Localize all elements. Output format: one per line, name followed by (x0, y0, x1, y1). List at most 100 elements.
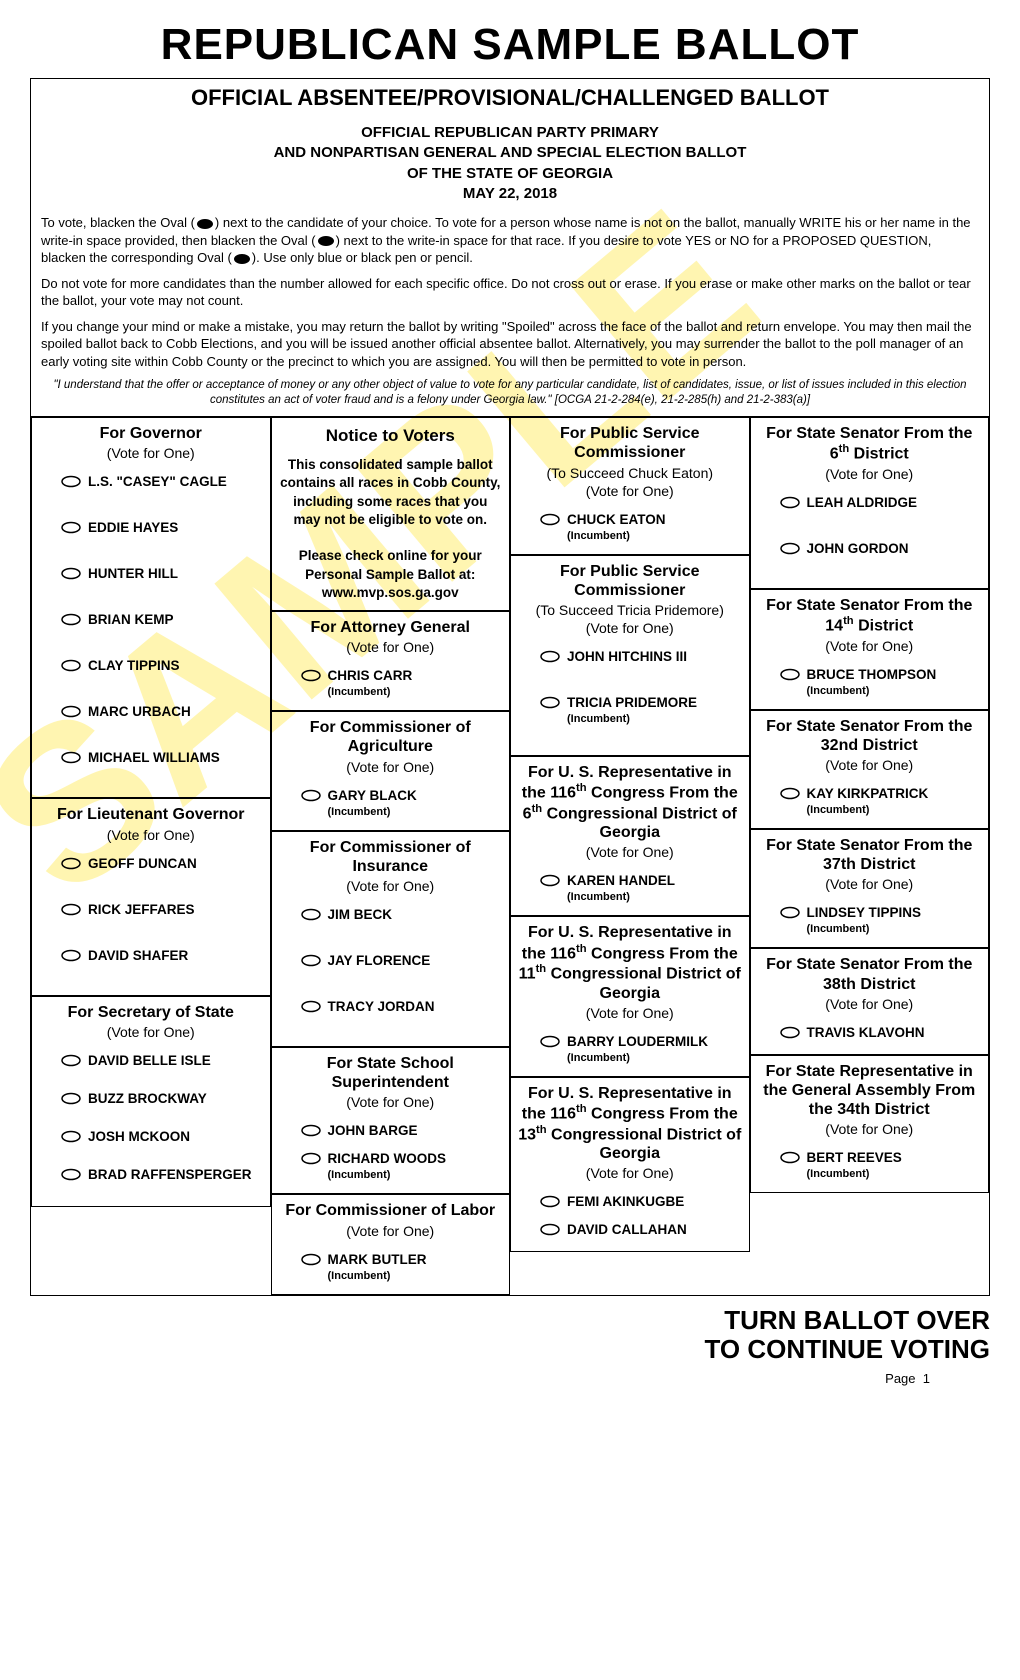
vote-oval-icon[interactable] (300, 1152, 322, 1165)
incumbent-label: (Incumbent) (328, 806, 417, 818)
race: For State Senator From the 6th District(… (750, 417, 990, 589)
candidate-text: JOHN HITCHINS III (567, 648, 687, 666)
race: For Lieutenant Governor(Vote for One)GEO… (31, 798, 271, 995)
candidate-text: CHRIS CARR(Incumbent) (328, 667, 413, 698)
vote-oval-icon[interactable] (60, 1168, 82, 1181)
candidate-row: KAY KIRKPATRICK(Incumbent) (757, 779, 983, 820)
race: For Governor(Vote for One)L.S. "CASEY" C… (31, 417, 271, 798)
candidate-text: GARY BLACK (Incumbent) (328, 787, 417, 818)
vote-oval-icon[interactable] (779, 668, 801, 681)
candidate-name: KAREN HANDEL (567, 873, 675, 888)
vote-oval-icon[interactable] (60, 705, 82, 718)
candidate-text: DAVID SHAFER (88, 947, 188, 965)
vote-oval-icon[interactable] (300, 908, 322, 921)
instructions-3: If you change your mind or make a mistak… (41, 318, 979, 371)
candidate-text: GEOFF DUNCAN (88, 855, 197, 873)
vote-oval-icon[interactable] (300, 1000, 322, 1013)
candidate-row: LINDSEY TIPPINS(Incumbent) (757, 898, 983, 939)
race: For Commissioner of Agriculture(Vote for… (271, 711, 511, 830)
main-title: REPUBLICAN SAMPLE BALLOT (30, 20, 990, 70)
vote-oval-icon[interactable] (779, 906, 801, 919)
candidate-name: GARY BLACK (328, 788, 417, 803)
incumbent-label: (Incumbent) (807, 923, 922, 935)
candidate-text: MARK BUTLER (Incumbent) (328, 1251, 427, 1282)
race: For State Senator From the 14th District… (750, 589, 990, 710)
vote-oval-icon[interactable] (779, 1026, 801, 1039)
race-title: For U. S. Representative in the 116th Co… (517, 763, 743, 842)
incumbent-label: (Incumbent) (328, 1270, 427, 1282)
vote-for-label: (Vote for One) (38, 445, 264, 461)
race: For State Senator From the 32nd District… (750, 710, 990, 829)
vote-oval-icon[interactable] (60, 1092, 82, 1105)
candidate-name: EDDIE HAYES (88, 520, 178, 535)
vote-oval-icon[interactable] (60, 521, 82, 534)
vote-oval-icon[interactable] (60, 903, 82, 916)
candidate-row: BARRY LOUDERMILK(Incumbent) (517, 1027, 743, 1068)
candidate-text: MICHAEL WILLIAMS (88, 749, 220, 767)
candidate-text: DAVID BELLE ISLE (88, 1052, 211, 1070)
race-subtitle: (To Succeed Tricia Pridemore) (517, 602, 743, 618)
candidate-row: CLAY TIPPINS (38, 651, 264, 697)
vote-oval-icon[interactable] (779, 542, 801, 555)
candidate-text: JAY FLORENCE (328, 952, 431, 970)
notice-body: This consolidated sample ballot contains… (280, 456, 502, 602)
candidate-name: MARK BUTLER (328, 1252, 427, 1267)
vote-oval-icon[interactable] (539, 513, 561, 526)
candidate-name: HUNTER HILL (88, 566, 178, 581)
vote-oval-icon[interactable] (60, 1054, 82, 1067)
race: For Public Service Commissioner(To Succe… (510, 417, 750, 554)
vote-oval-icon[interactable] (779, 1151, 801, 1164)
candidate-name: CHRIS CARR (328, 668, 413, 683)
candidate-text: BUZZ BROCKWAY (88, 1090, 207, 1108)
vote-oval-icon[interactable] (539, 874, 561, 887)
candidate-name: JOHN BARGE (328, 1123, 418, 1138)
race: For Commissioner of Insurance(Vote for O… (271, 831, 511, 1047)
vote-oval-icon[interactable] (60, 751, 82, 764)
candidate-row: MICHAEL WILLIAMS (38, 743, 264, 789)
candidate-text: BARRY LOUDERMILK(Incumbent) (567, 1033, 708, 1064)
candidate-row: JOHN BARGE (278, 1116, 504, 1144)
candidate-row: GARY BLACK (Incumbent) (278, 781, 504, 822)
vote-oval-icon[interactable] (300, 1253, 322, 1266)
vote-oval-icon[interactable] (60, 567, 82, 580)
vote-oval-icon[interactable] (539, 650, 561, 663)
footer-line-2: TO CONTINUE VOTING (30, 1335, 990, 1365)
candidate-row: L.S. "CASEY" CAGLE (38, 467, 264, 513)
candidate-text: DAVID CALLAHAN (567, 1221, 687, 1239)
vote-oval-icon[interactable] (60, 857, 82, 870)
candidate-name: BARRY LOUDERMILK (567, 1034, 708, 1049)
incumbent-label: (Incumbent) (567, 713, 697, 725)
candidate-name: CLAY TIPPINS (88, 658, 180, 673)
vote-oval-icon[interactable] (60, 1130, 82, 1143)
candidate-text: JOHN BARGE (328, 1122, 418, 1140)
vote-oval-icon[interactable] (539, 1223, 561, 1236)
race-subtitle: (To Succeed Chuck Eaton) (517, 465, 743, 481)
vote-oval-icon[interactable] (60, 613, 82, 626)
vote-oval-icon[interactable] (60, 659, 82, 672)
column-4: For State Senator From the 6th District(… (750, 417, 990, 1294)
vote-oval-icon[interactable] (300, 669, 322, 682)
vote-oval-icon[interactable] (539, 696, 561, 709)
vote-for-label: (Vote for One) (757, 1121, 983, 1137)
sub-header: OFFICIAL REPUBLICAN PARTY PRIMARY AND NO… (41, 123, 979, 204)
instructions-1: To vote, blacken the Oval () next to the… (41, 214, 979, 267)
vote-oval-icon[interactable] (300, 954, 322, 967)
candidate-text: CHUCK EATON(Incumbent) (567, 511, 666, 542)
candidate-row: MARK BUTLER (Incumbent) (278, 1245, 504, 1286)
race: For Attorney General(Vote for One)CHRIS … (271, 611, 511, 711)
vote-oval-icon[interactable] (300, 789, 322, 802)
vote-oval-icon[interactable] (60, 475, 82, 488)
candidate-row: BUZZ BROCKWAY (38, 1084, 264, 1122)
column-1: For Governor(Vote for One)L.S. "CASEY" C… (31, 417, 271, 1294)
vote-for-label: (Vote for One) (757, 876, 983, 892)
vote-oval-icon[interactable] (60, 949, 82, 962)
vote-oval-icon[interactable] (539, 1195, 561, 1208)
candidate-name: RICHARD WOODS (328, 1151, 447, 1166)
vote-oval-icon[interactable] (779, 787, 801, 800)
vote-oval-icon[interactable] (300, 1124, 322, 1137)
candidate-row: LEAH ALDRIDGE (757, 488, 983, 534)
vote-oval-icon[interactable] (539, 1035, 561, 1048)
race-title: For Lieutenant Governor (38, 805, 264, 824)
candidate-name: DAVID CALLAHAN (567, 1222, 687, 1237)
vote-oval-icon[interactable] (779, 496, 801, 509)
